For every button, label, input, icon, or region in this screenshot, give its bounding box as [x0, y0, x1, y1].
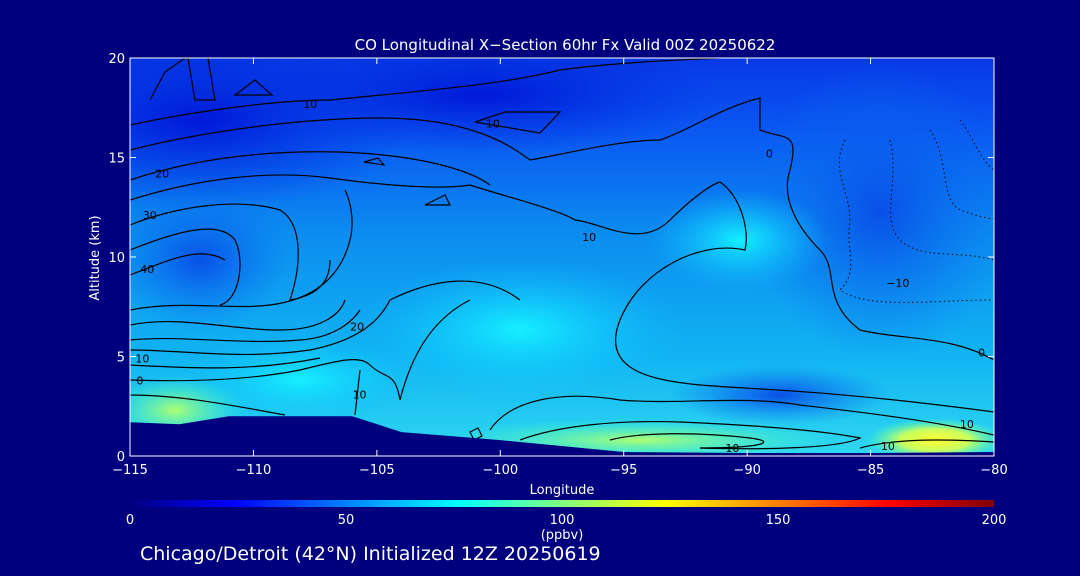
field-patch: [650, 190, 830, 290]
field-patch: [670, 365, 890, 425]
negative-contours: [838, 119, 994, 303]
contour-line: [149, 58, 186, 101]
contour-line: [130, 189, 353, 311]
contour-line: [363, 157, 386, 166]
contour-line: [519, 420, 862, 450]
field-patch: [130, 190, 290, 330]
field-patch: [240, 58, 720, 155]
colorbar-tick-label: 200: [982, 513, 1007, 528]
contour-line: [130, 203, 331, 301]
contour-line: [130, 357, 321, 369]
terrain-mask: [130, 416, 994, 456]
colorbar-tick-label: 0: [126, 513, 134, 528]
colorbar-unit-label: (ppbv): [541, 528, 584, 543]
x-tick-label: −80: [980, 463, 1007, 478]
contour-label: 10: [353, 388, 367, 401]
y-axis-label: Altitude (km): [88, 215, 103, 300]
contour-label: 30: [143, 209, 157, 222]
contour-line: [609, 433, 765, 449]
contour-line: [469, 427, 483, 441]
contour-line: [130, 58, 721, 126]
contour-lines: [130, 58, 994, 450]
x-axis-label: Longitude: [530, 483, 595, 498]
contour-line: [130, 228, 241, 306]
contour-label: 10: [725, 442, 739, 455]
contour-line: [489, 395, 994, 436]
contour-line: [130, 280, 521, 356]
x-tick-label: −85: [857, 463, 884, 478]
x-axis: −115 −110 −105 −100 −95 −90 −85 −80: [112, 58, 1008, 478]
field-patch: [360, 260, 680, 400]
contour-label: 20: [155, 167, 169, 180]
y-tick-label: 10: [108, 251, 125, 266]
y-tick-label: 0: [117, 450, 125, 465]
contour-label: 10: [960, 418, 974, 431]
contour-line: [424, 194, 451, 206]
contour-line: [130, 299, 346, 331]
contour-line: [187, 58, 216, 101]
negative-contour-line: [889, 139, 994, 261]
x-tick-label: −95: [610, 463, 637, 478]
contour-label: 0: [136, 374, 143, 387]
contour-line: [130, 253, 226, 276]
y-tick-label: 15: [108, 152, 125, 167]
contour-label: 10: [881, 440, 895, 453]
negative-contour-line: [929, 129, 994, 219]
chart-title: CO Longitudinal X−Section 60hr Fx Valid …: [355, 36, 776, 54]
contour-label: 20: [350, 321, 364, 334]
contour-line: [233, 79, 274, 96]
y-tick-label: 5: [117, 351, 125, 366]
colorbar-tick-label: 50: [338, 513, 355, 528]
x-tick-label: −115: [112, 463, 148, 478]
colorbar: [130, 500, 994, 507]
contour-line: [130, 299, 471, 401]
contour-line: [130, 151, 491, 186]
contour-label: 0: [766, 148, 773, 161]
colorbar-tick-label: 100: [550, 513, 575, 528]
x-tick-label: −110: [236, 463, 272, 478]
x-tick-label: −105: [359, 463, 395, 478]
x-tick-label: −90: [733, 463, 760, 478]
y-tick-label: 20: [108, 52, 125, 67]
contour-label: 10: [303, 98, 317, 111]
contour-label: 10: [135, 352, 149, 365]
plot-area: 10 10 0 20 30 10 40 −10 20 0 10 0 10 10 10 10: [130, 58, 994, 456]
x-tick-label: −100: [482, 463, 518, 478]
contour-line: [130, 97, 994, 361]
contour-line: [130, 174, 994, 413]
contour-labels: 10 10 0 20 30 10 40 −10 20 0 10 0 10 10 10 10: [135, 98, 985, 455]
colorbar-ticks: 0 50 100 150 200: [126, 513, 1007, 528]
contour-label: 10: [582, 231, 596, 244]
contour-label: −10: [886, 277, 909, 290]
negative-contour-line: [838, 139, 994, 303]
contour-line: [130, 309, 361, 343]
contour-line: [474, 111, 562, 134]
contour-line: [130, 394, 286, 416]
contour-label: 10: [486, 118, 500, 131]
colorbar-tick-label: 150: [766, 513, 791, 528]
contour-label: 0: [978, 347, 985, 360]
contour-line: [354, 369, 361, 416]
footer-caption: Chicago/Detroit (42°N) Initialized 12Z 2…: [140, 543, 601, 565]
contour-line: [859, 439, 994, 449]
contour-label: 40: [140, 263, 154, 276]
